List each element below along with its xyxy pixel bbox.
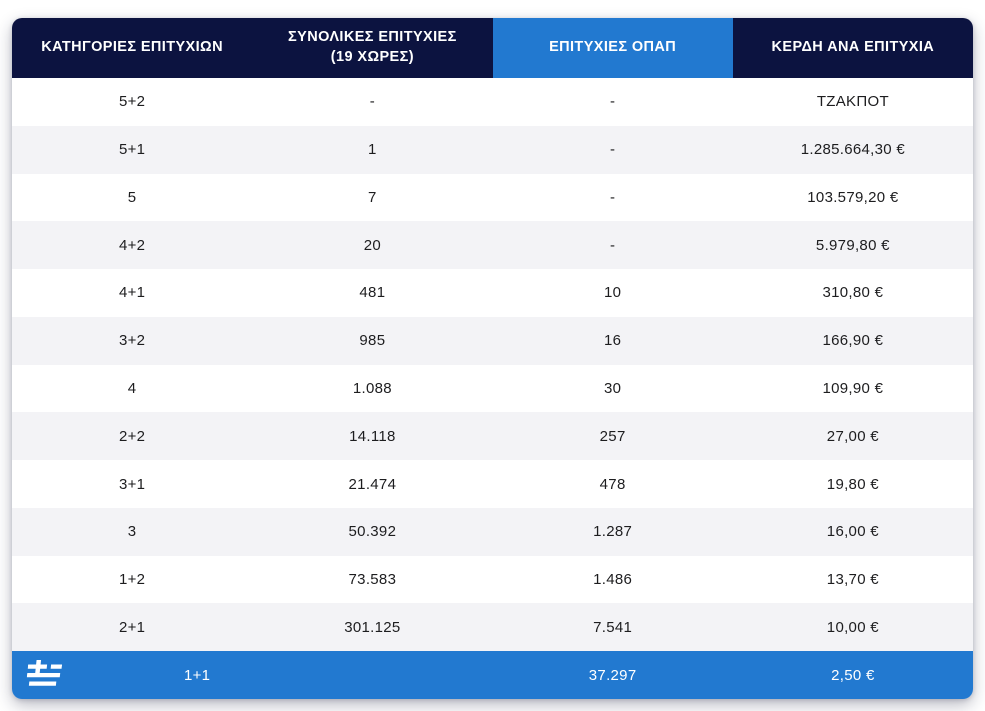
total-wins-cell: 985 bbox=[359, 332, 386, 350]
header-prize-per-win: ΚΕΡΔΗ ΑΝΑ ΕΠΙΤΥΧΙΑ bbox=[733, 18, 973, 78]
total-wins-cell: 14.118 bbox=[349, 427, 396, 445]
prize-cell: 2,50 € bbox=[831, 666, 875, 684]
total-wins-cell: 7 bbox=[368, 188, 377, 206]
opap-wins-cell: 7.541 bbox=[593, 618, 633, 636]
category-cell: 4 bbox=[127, 379, 137, 397]
category-cell: 5+1 bbox=[118, 141, 146, 159]
prize-cell: 5.979,80 € bbox=[815, 236, 890, 254]
header-total-wins-sublabel: (19 ΧΩΡΕΣ) bbox=[330, 49, 414, 65]
opap-wins-cell: 37.297 bbox=[588, 666, 637, 684]
prize-cell: ΤΖΑΚΠΟΤ bbox=[816, 93, 889, 111]
category-cell: 2+2 bbox=[118, 427, 146, 445]
category-cell: 4+2 bbox=[118, 236, 146, 254]
prize-cell: 13,70 € bbox=[826, 571, 879, 589]
table-header: ΚΑΤΗΓΟΡΙΕΣ ΕΠΙΤΥΧΙΩΝ ΣΥΝΟΛΙΚΕΣ ΕΠΙΤΥΧΙΕΣ… bbox=[12, 18, 973, 78]
prize-table: ΚΑΤΗΓΟΡΙΕΣ ΕΠΙΤΥΧΙΩΝ ΣΥΝΟΛΙΚΕΣ ΕΠΙΤΥΧΙΕΣ… bbox=[12, 18, 973, 699]
table-body: 5+2 - - ΤΖΑΚΠΟΤ 5+1 1 - 1.285.664,30 € 5… bbox=[12, 78, 973, 699]
opap-wins-cell: 257 bbox=[599, 427, 626, 445]
table-row: 1+1 37.297 2,50 € bbox=[12, 651, 973, 699]
opap-wins-cell: 478 bbox=[599, 475, 626, 493]
table-row: 5+1 1 - 1.285.664,30 € bbox=[12, 125, 973, 174]
header-opap-wins-label: ΕΠΙΤΥΧΙΕΣ ΟΠΑΠ bbox=[549, 39, 677, 56]
category-cell: 5+2 bbox=[118, 93, 146, 111]
table-row: 5 7 - 103.579,20 € bbox=[12, 173, 973, 222]
opap-wins-cell: 1.287 bbox=[593, 523, 633, 541]
prize-cell: 310,80 € bbox=[822, 284, 884, 302]
table-row: 2+1 301.125 7.541 10,00 € bbox=[12, 603, 973, 652]
opap-wins-cell: - bbox=[609, 236, 616, 254]
header-total-wins: ΣΥΝΟΛΙΚΕΣ ΕΠΙΤΥΧΙΕΣ (19 ΧΩΡΕΣ) bbox=[252, 18, 492, 78]
total-wins-cell: 301.125 bbox=[344, 618, 401, 636]
table-row: 4+1 481 10 310,80 € bbox=[12, 269, 973, 317]
table-row: 5+2 - - ΤΖΑΚΠΟΤ bbox=[12, 78, 973, 126]
header-total-wins-label: ΣΥΝΟΛΙΚΕΣ ΕΠΙΤΥΧΙΕΣ bbox=[288, 29, 457, 46]
prize-cell: 109,90 € bbox=[822, 379, 884, 397]
category-cell: 4+1 bbox=[118, 284, 146, 302]
category-cell: 3+1 bbox=[118, 475, 146, 493]
table-row: 4+2 20 - 5.979,80 € bbox=[12, 221, 973, 270]
prize-cell: 16,00 € bbox=[826, 523, 879, 541]
total-wins-cell: - bbox=[369, 93, 376, 111]
total-wins-cell: 1 bbox=[368, 141, 377, 159]
prize-cell: 19,80 € bbox=[826, 475, 879, 493]
prize-cell: 103.579,20 € bbox=[807, 188, 899, 206]
header-categories-label: ΚΑΤΗΓΟΡΙΕΣ ΕΠΙΤΥΧΙΩΝ bbox=[41, 39, 223, 56]
greek-flag-icon bbox=[25, 660, 63, 690]
table-row: 3+1 21.474 478 19,80 € bbox=[12, 460, 973, 508]
table-row: 1+2 73.583 1.486 13,70 € bbox=[12, 555, 973, 604]
opap-wins-cell: - bbox=[609, 93, 616, 111]
header-prize-per-win-label: ΚΕΡΔΗ ΑΝΑ ΕΠΙΤΥΧΙΑ bbox=[771, 39, 935, 56]
opap-wins-cell: - bbox=[609, 188, 616, 206]
category-cell: 3 bbox=[127, 523, 137, 541]
total-wins-cell: 1.088 bbox=[352, 379, 392, 397]
total-wins-cell: 73.583 bbox=[348, 571, 397, 589]
prize-cell: 27,00 € bbox=[826, 427, 879, 445]
header-categories: ΚΑΤΗΓΟΡΙΕΣ ΕΠΙΤΥΧΙΩΝ bbox=[12, 18, 252, 78]
category-cell: 5 bbox=[127, 188, 137, 206]
opap-wins-cell: - bbox=[609, 141, 616, 159]
opap-wins-cell: 10 bbox=[603, 284, 622, 302]
opap-wins-cell: 1.486 bbox=[593, 571, 633, 589]
opap-wins-cell: 16 bbox=[603, 332, 622, 350]
prize-cell: 10,00 € bbox=[826, 618, 879, 636]
category-cell: 2+1 bbox=[118, 618, 146, 636]
total-wins-cell: 481 bbox=[359, 284, 386, 302]
table-row: 3+2 985 16 166,90 € bbox=[12, 316, 973, 365]
total-wins-cell: 50.392 bbox=[348, 523, 397, 541]
table-row: 3 50.392 1.287 16,00 € bbox=[12, 507, 973, 556]
category-cell: 3+2 bbox=[118, 332, 146, 350]
category-cell: 1+1 bbox=[183, 666, 211, 684]
table-row: 4 1.088 30 109,90 € bbox=[12, 364, 973, 413]
category-cell: 1+2 bbox=[118, 571, 146, 589]
prize-cell: 1.285.664,30 € bbox=[800, 141, 906, 159]
prize-cell: 166,90 € bbox=[822, 332, 884, 350]
total-wins-cell bbox=[252, 651, 492, 699]
table-row: 2+2 14.118 257 27,00 € bbox=[12, 412, 973, 461]
total-wins-cell: 21.474 bbox=[348, 475, 397, 493]
opap-wins-cell: 30 bbox=[603, 379, 622, 397]
total-wins-cell: 20 bbox=[363, 236, 382, 254]
header-opap-wins: ΕΠΙΤΥΧΙΕΣ ΟΠΑΠ bbox=[492, 18, 733, 78]
